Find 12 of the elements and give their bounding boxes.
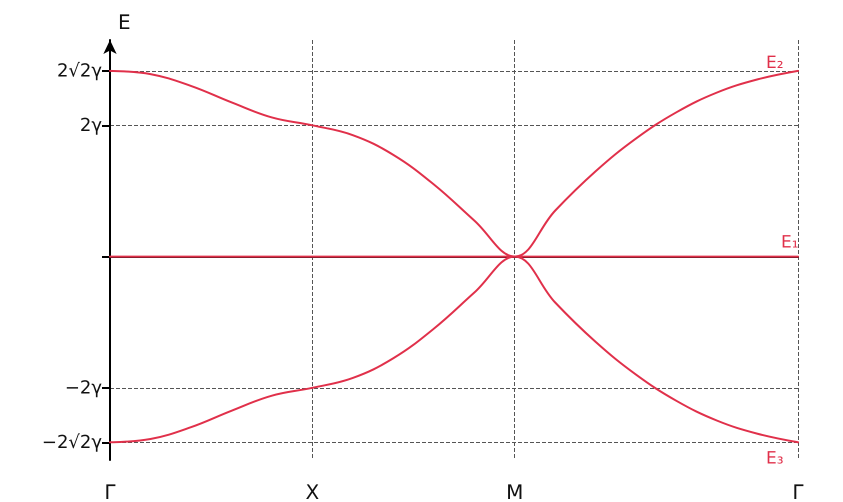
series-label: E₁ (781, 232, 799, 253)
series-label: E₂ (766, 52, 784, 73)
x-tick-label: M (506, 480, 524, 502)
x-tick-label: X (306, 480, 320, 502)
y-tick-label: 2√2γ (56, 60, 102, 82)
y-tick-label: −2γ (64, 377, 102, 398)
y-tick-label: −2√2γ (42, 432, 102, 453)
y-tick-label: 2γ (80, 114, 102, 136)
x-tick-label: Γ (792, 480, 804, 502)
series-label: E₃ (766, 448, 784, 468)
x-tick-label: Γ (104, 480, 116, 502)
y-axis-title: E (118, 10, 131, 34)
